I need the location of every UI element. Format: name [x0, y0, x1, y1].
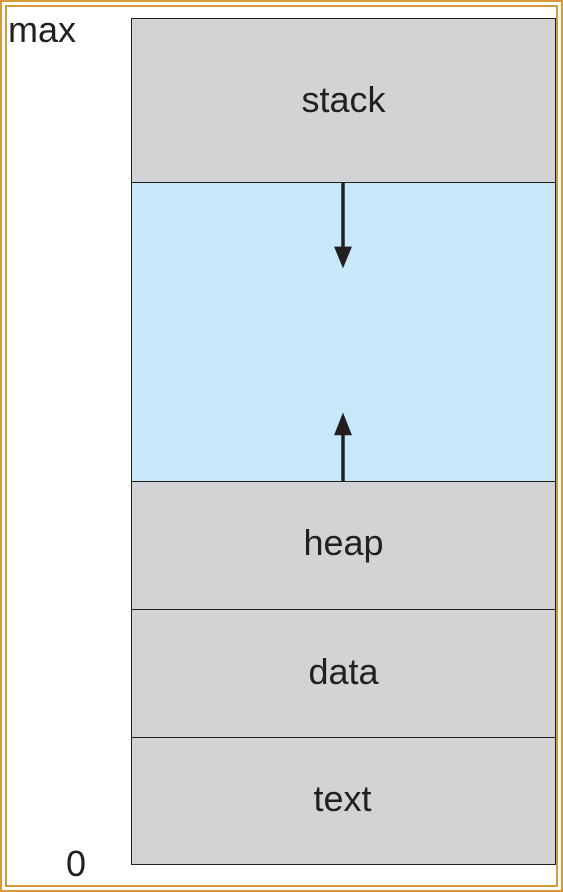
- process-memory-layout: stack heap data text: [131, 18, 556, 865]
- stack-segment: stack: [132, 19, 555, 182]
- heap-segment: heap: [132, 482, 555, 610]
- address-max-label: max: [8, 9, 77, 50]
- address-zero-label: 0: [66, 843, 87, 884]
- heap-growth-arrow: [334, 412, 352, 481]
- stack-label: stack: [301, 78, 386, 120]
- text-label: text: [313, 778, 372, 819]
- inner-frame: [5, 5, 558, 887]
- data-label: data: [308, 650, 379, 692]
- growth-arrows: [334, 183, 352, 481]
- free-space-region: [132, 182, 555, 482]
- heap-label: heap: [303, 521, 384, 563]
- data-segment: data: [132, 610, 555, 738]
- text-segment: text: [132, 738, 555, 864]
- stack-growth-arrow: [334, 183, 352, 269]
